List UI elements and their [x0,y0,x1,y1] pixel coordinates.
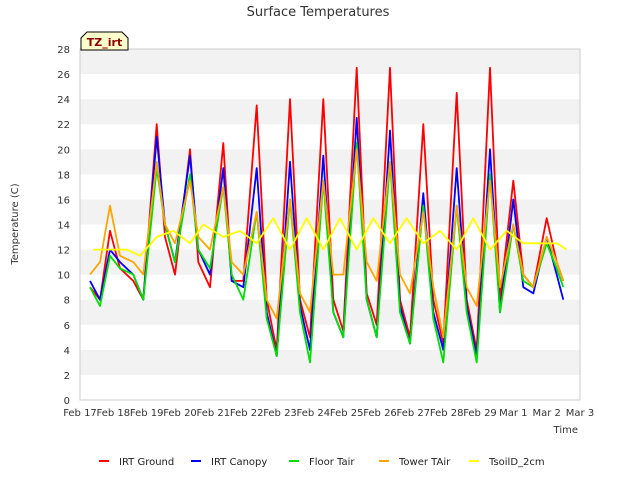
grid-band [80,74,580,100]
x-axis-ticks: Feb 17 Feb 18 Feb 19 Feb 20 Feb 21 Feb 22 Feb … [63,408,594,419]
x-tick-label: Feb 27 [397,408,431,419]
series-line [89,66,565,351]
x-tick-label: Feb 26 [363,408,397,419]
grid-band [80,349,580,375]
series-line [93,217,568,257]
y-tick-label: 16 [57,195,70,206]
y-tick-label: 0 [64,396,70,407]
x-tick-label: Feb 25 [330,408,364,419]
legend-label: IRT Ground [119,457,174,468]
grid-band [80,324,580,350]
legend-label: Tower TAir [398,457,451,468]
tag-box: TZ_irt [80,31,129,51]
x-tick-label: Mar 2 [532,408,560,419]
x-tick-label: Feb 28 [430,408,464,419]
legend: IRT Ground IRT Canopy Floor Tair Tower TAir… [99,457,545,468]
grid-band [80,99,580,125]
series-line [89,148,565,339]
y-tick-label: 2 [64,371,70,382]
grid-band [80,49,580,75]
x-tick-label: Feb 17 [63,408,97,419]
y-tick-label: 4 [64,346,70,357]
tag-label: TZ_irt [87,36,122,49]
legend-label: TsoilD_2cm [488,457,545,468]
legend-label: IRT Canopy [211,457,267,468]
grid-band [80,149,580,175]
y-tick-label: 14 [57,221,70,232]
grid-band [80,299,580,325]
x-tick-label: Feb 24 [297,408,331,419]
x-tick-label: Mar 1 [499,408,527,419]
x-axis-label: Time [553,425,578,436]
grid-band [80,174,580,200]
x-tick-label: Feb 21 [197,408,231,419]
x-tick-label: Feb 23 [263,408,297,419]
grid-band [80,124,580,150]
plot-frame [79,48,581,401]
y-tick-label: 12 [57,246,70,257]
y-tick-label: 8 [64,296,70,307]
series-lines [89,66,568,364]
x-tick-label: Mar 3 [566,408,594,419]
grid-band [80,374,580,400]
y-tick-label: 26 [57,70,70,81]
y-tick-label: 28 [57,45,70,56]
chart-title: Surface Temperatures [247,5,390,20]
y-tick-label: 24 [57,95,70,106]
x-tick-label: Feb 29 [463,408,497,419]
y-axis-label: Temperature (C) [10,183,21,265]
y-tick-label: 6 [64,321,70,332]
x-tick-label: Feb 19 [130,408,164,419]
legend-label: Floor Tair [309,457,355,468]
y-tick-label: 20 [57,145,70,156]
y-tick-label: 10 [57,271,70,282]
x-tick-label: Feb 22 [230,408,264,419]
x-tick-label: Feb 20 [163,408,197,419]
x-tick-label: Feb 18 [97,408,131,419]
y-tick-label: 22 [57,120,70,131]
y-tick-label: 18 [57,170,70,181]
